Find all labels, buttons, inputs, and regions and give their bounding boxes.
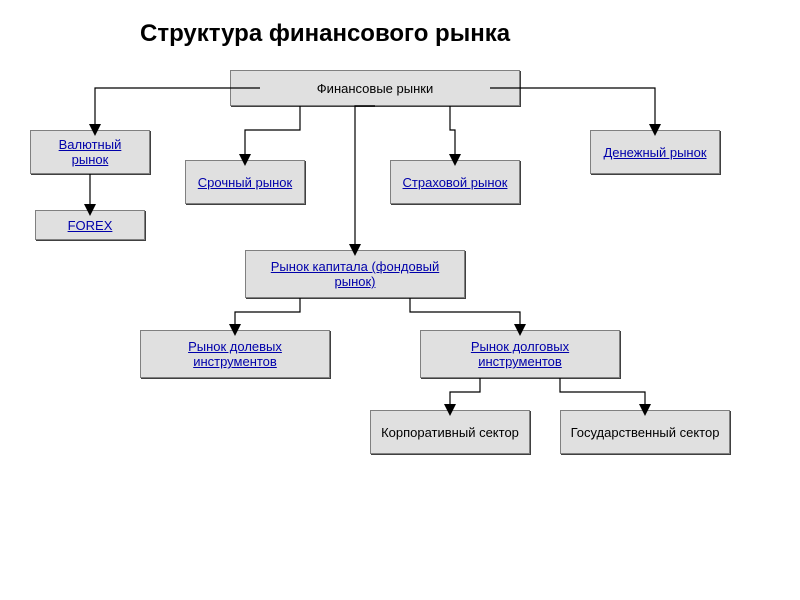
node-currency: Валютный рынок (30, 130, 150, 174)
node-capital: Рынок капитала (фондовый рынок) (245, 250, 465, 298)
node-debt: Рынок долговых инструментов (420, 330, 620, 378)
node-forex: FOREX (35, 210, 145, 240)
node-money: Денежный рынок (590, 130, 720, 174)
node-gov: Государственный сектор (560, 410, 730, 454)
node-root: Финансовые рынки (230, 70, 520, 106)
page-title: Структура финансового рынка (140, 20, 510, 48)
node-corp: Корпоративный сектор (370, 410, 530, 454)
node-equity: Рынок долевых инструментов (140, 330, 330, 378)
node-futures: Срочный рынок (185, 160, 305, 204)
node-insurance: Страховой рынок (390, 160, 520, 204)
